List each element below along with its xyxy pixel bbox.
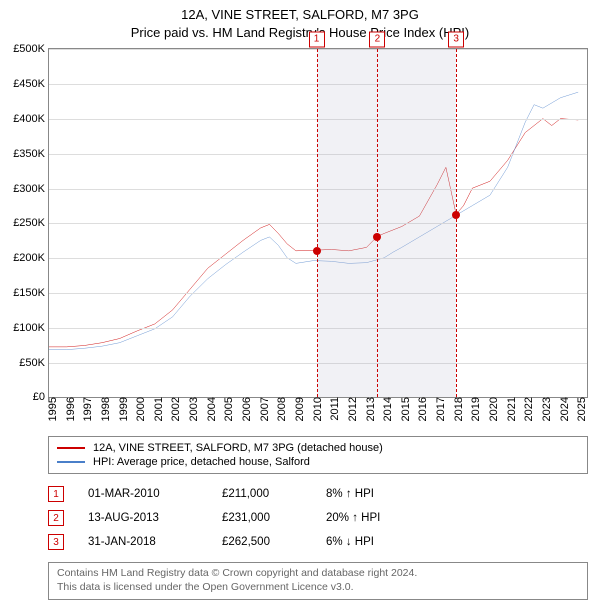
sale-flag-marker: 1 <box>309 29 325 48</box>
attribution-line1: Contains HM Land Registry data © Crown c… <box>57 567 579 581</box>
x-tick-label: 2008 <box>274 397 288 421</box>
attribution-line2: This data is licensed under the Open Gov… <box>57 581 579 595</box>
x-tick-label: 2021 <box>504 397 518 421</box>
sale-flag-marker: 3 <box>448 29 464 48</box>
x-tick-label: 2018 <box>451 397 465 421</box>
sale-row: 3 31-JAN-2018 £262,500 6% ↓ HPI <box>48 530 588 554</box>
sale-interval-band <box>377 49 456 397</box>
sale-date: 01-MAR-2010 <box>88 488 198 500</box>
x-tick-label: 2025 <box>574 397 588 421</box>
x-tick-label: 2002 <box>168 397 182 421</box>
sale-date: 31-JAN-2018 <box>88 536 198 548</box>
sale-price: £211,000 <box>222 488 302 500</box>
sale-flag-marker: 2 <box>369 29 385 48</box>
y-tick-label: £200K <box>13 252 49 264</box>
chart-title-block: 12A, VINE STREET, SALFORD, M7 3PG Price … <box>0 0 600 42</box>
x-tick-label: 2022 <box>521 397 535 421</box>
x-tick-label: 1997 <box>80 397 94 421</box>
sales-list: 1 01-MAR-2010 £211,000 8% ↑ HPI 2 13-AUG-2013… <box>48 482 588 554</box>
x-tick-label: 2011 <box>327 397 341 421</box>
legend: 12A, VINE STREET, SALFORD, M7 3PG (detac… <box>48 436 588 474</box>
x-tick-label: 2004 <box>204 397 218 421</box>
y-tick-label: £300K <box>13 183 49 195</box>
flag-badge: 3 <box>448 31 464 47</box>
sale-hpi-diff: 8% ↑ HPI <box>326 488 374 500</box>
x-tick-label: 2006 <box>239 397 253 421</box>
x-tick-label: 2024 <box>557 397 571 421</box>
sale-price: £262,500 <box>222 536 302 548</box>
y-tick-label: £450K <box>13 78 49 90</box>
sale-point <box>452 211 460 219</box>
y-tick-label: £250K <box>13 217 49 229</box>
x-tick-label: 1995 <box>45 397 59 421</box>
sale-row: 1 01-MAR-2010 £211,000 8% ↑ HPI <box>48 482 588 506</box>
x-tick-label: 2001 <box>151 397 165 421</box>
flag-badge: 2 <box>369 31 385 47</box>
legend-item: 12A, VINE STREET, SALFORD, M7 3PG (detac… <box>57 441 579 455</box>
x-tick-label: 2005 <box>221 397 235 421</box>
flag-badge: 1 <box>309 31 325 47</box>
sale-row: 2 13-AUG-2013 £231,000 20% ↑ HPI <box>48 506 588 530</box>
x-tick-label: 2009 <box>292 397 306 421</box>
sale-date: 13-AUG-2013 <box>88 512 198 524</box>
series-hpi <box>49 93 578 351</box>
sale-interval-band <box>317 49 378 397</box>
flag-badge: 3 <box>48 534 64 550</box>
x-tick-label: 2007 <box>257 397 271 421</box>
sale-point <box>373 233 381 241</box>
sale-marker-line <box>377 49 378 397</box>
x-tick-label: 1996 <box>63 397 77 421</box>
sale-marker-line <box>456 49 457 397</box>
y-tick-label: £350K <box>13 148 49 160</box>
y-tick-label: £50K <box>19 357 49 369</box>
legend-item: HPI: Average price, detached house, Salf… <box>57 455 579 469</box>
legend-swatch <box>57 461 85 463</box>
x-tick-label: 2003 <box>186 397 200 421</box>
x-tick-label: 2019 <box>468 397 482 421</box>
plot-region: £0£50K£100K£150K£200K£250K£300K£350K£400… <box>48 48 588 398</box>
title-address: 12A, VINE STREET, SALFORD, M7 3PG <box>0 6 600 24</box>
x-tick-label: 2014 <box>380 397 394 421</box>
legend-label: HPI: Average price, detached house, Salf… <box>93 456 310 468</box>
flag-badge: 2 <box>48 510 64 526</box>
sale-marker-line <box>317 49 318 397</box>
sale-hpi-diff: 6% ↓ HPI <box>326 536 374 548</box>
x-tick-label: 2017 <box>433 397 447 421</box>
y-tick-label: £100K <box>13 322 49 334</box>
x-tick-label: 2020 <box>486 397 500 421</box>
flag-badge: 1 <box>48 486 64 502</box>
x-tick-label: 2015 <box>398 397 412 421</box>
sale-hpi-diff: 20% ↑ HPI <box>326 512 380 524</box>
attribution: Contains HM Land Registry data © Crown c… <box>48 562 588 599</box>
x-tick-label: 1998 <box>98 397 112 421</box>
y-tick-label: £400K <box>13 113 49 125</box>
chart-area: £0£50K£100K£150K£200K£250K£300K£350K£400… <box>48 48 588 398</box>
x-tick-label: 2023 <box>539 397 553 421</box>
title-subtitle: Price paid vs. HM Land Registry's House … <box>0 24 600 42</box>
sale-point <box>313 247 321 255</box>
legend-swatch <box>57 447 85 449</box>
x-tick-label: 2000 <box>133 397 147 421</box>
x-tick-label: 2016 <box>415 397 429 421</box>
y-tick-label: £150K <box>13 287 49 299</box>
legend-label: 12A, VINE STREET, SALFORD, M7 3PG (detac… <box>93 442 383 454</box>
x-tick-label: 2012 <box>345 397 359 421</box>
sale-price: £231,000 <box>222 512 302 524</box>
x-tick-label: 1999 <box>116 397 130 421</box>
x-tick-label: 2013 <box>363 397 377 421</box>
x-tick-label: 2010 <box>310 397 324 421</box>
y-tick-label: £500K <box>13 43 49 55</box>
